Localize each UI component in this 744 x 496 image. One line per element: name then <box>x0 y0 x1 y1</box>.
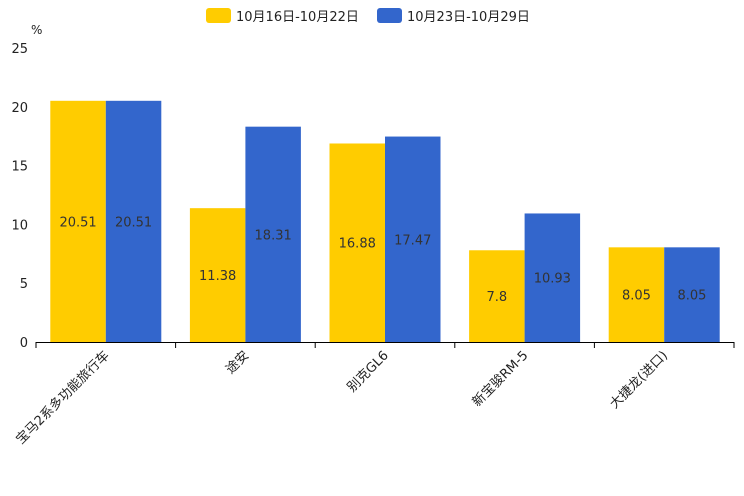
bar-5-series-1 <box>608 247 665 342</box>
data-label-1-series-1: 20.51 <box>59 215 96 230</box>
y-tick-label-20: 20 <box>11 101 28 116</box>
bar-1-series-1 <box>50 100 106 342</box>
y-tick-label-0: 0 <box>20 336 28 351</box>
bar-3-series-2 <box>385 136 441 342</box>
bar-5-series-2 <box>664 247 720 342</box>
data-label-2-series-2: 18.31 <box>255 228 292 243</box>
legend-label-2: 10月23日-10月29日 <box>407 10 530 25</box>
data-label-1-series-2: 20.51 <box>115 215 152 230</box>
bar-4-series-1 <box>469 250 525 342</box>
bar-2-series-1 <box>189 208 246 342</box>
data-label-4-series-1: 7.8 <box>487 290 508 305</box>
bar-3-series-1 <box>329 143 385 342</box>
legend: 10月16日-10月22日 10月23日-10月29日 <box>206 8 530 25</box>
bar-1-series-2 <box>105 100 162 342</box>
data-label-5-series-2: 8.05 <box>677 289 706 304</box>
y-tick-label-25: 25 <box>11 42 28 57</box>
data-label-5-series-1: 8.05 <box>622 289 651 304</box>
data-label-3-series-2: 17.47 <box>394 233 431 248</box>
data-label-3-series-1: 16.88 <box>339 237 376 252</box>
x-axis: 宝马2系多功能旅行车 途安 别克GL6 新宝骏RM-5 大捷龙(进口) <box>13 342 735 448</box>
data-label-2-series-1: 11.38 <box>199 269 236 284</box>
y-axis: 0 5 10 15 20 25 <box>11 42 28 351</box>
data-label-4-series-2: 10.93 <box>534 272 571 287</box>
y-axis-unit-label: % <box>31 23 42 37</box>
bar-4-series-2 <box>524 213 581 342</box>
x-category-label-1: 宝马2系多功能旅行车 <box>13 348 113 448</box>
y-tick-label-15: 15 <box>11 160 28 175</box>
legend-label-1: 10月16日-10月22日 <box>236 10 359 25</box>
y-tick-label-10: 10 <box>11 218 28 233</box>
y-tick-label-5: 5 <box>20 277 28 292</box>
x-category-label-5: 大捷龙(进口) <box>607 348 671 412</box>
legend-swatch-2 <box>377 8 402 23</box>
x-category-label-4: 新宝骏RM-5 <box>469 348 531 410</box>
legend-swatch-1 <box>206 8 231 23</box>
bars: 20.51 20.51 11.38 18.31 16.88 17.47 7.8 10.93 8.… <box>50 100 720 342</box>
x-category-label-3: 别克GL6 <box>345 348 392 395</box>
bar-2-series-2 <box>245 126 301 342</box>
x-category-label-2: 途安 <box>223 348 253 378</box>
